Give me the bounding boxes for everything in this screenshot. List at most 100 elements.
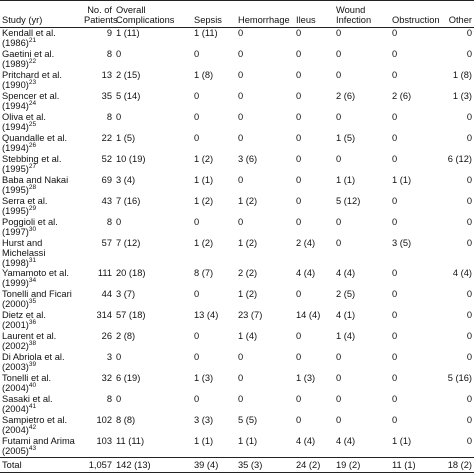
reference: 22: [28, 57, 37, 65]
table-cell: 1 (1): [392, 436, 412, 446]
table-cell: 0: [336, 373, 342, 383]
study-name: Quandalle et al. (1994): [2, 133, 68, 153]
table-cell: 0: [336, 394, 342, 404]
table-cell: 0: [296, 28, 302, 38]
table-cell: 0: [194, 217, 200, 227]
table-cell: 0: [194, 352, 200, 362]
table-cell: 0: [392, 310, 398, 320]
table-cell: 0: [296, 331, 302, 341]
total-label: Total: [2, 460, 22, 470]
table-cell: 0: [466, 289, 472, 299]
table-cell: 0: [116, 112, 122, 122]
column-header: Obstruction: [392, 15, 440, 25]
study-cell: Stebbing et al. (1995)27: [0, 154, 82, 175]
study-name: Stebbing et al. (1995): [2, 154, 62, 174]
reference: 36: [28, 318, 37, 326]
table-row: Poggioli et al. (1997)30 8 0 0 0 0 0 0 0: [0, 217, 474, 238]
table-cell: 0: [392, 289, 398, 299]
table-cell: 1 (1): [238, 436, 258, 446]
table-cell: 3 (5): [392, 238, 412, 248]
table-cell: 0: [238, 91, 244, 101]
table-row: Quandalle et al. (1994)26 22 1 (5) 0 0 0 1 (5)…: [0, 133, 474, 154]
reference: 39: [28, 360, 37, 368]
study-cell: Dietz et al. (2001)36: [0, 310, 82, 331]
table-cell: 1 (2): [194, 154, 214, 164]
column-header: Wound Infection: [336, 5, 372, 25]
table-row: Oliva et al. (1994)25 8 0 0 0 0 0 0 0: [0, 112, 474, 133]
reference: 34: [28, 276, 37, 284]
table-cell: 1 (1): [194, 436, 214, 446]
table-cell: 10 (19): [116, 154, 146, 164]
table-cell: 1 (1): [392, 175, 412, 185]
table-cell: 0: [392, 352, 398, 362]
total-cell: 35 (3): [238, 460, 263, 470]
study-name: Kendall et al. (1986): [2, 28, 56, 48]
study-cell: Oliva et al. (1994)25: [0, 112, 82, 133]
table-cell: 52: [101, 154, 112, 164]
table-cell: 0: [296, 175, 302, 185]
table-cell: 0: [466, 28, 472, 38]
table-cell: 0: [392, 196, 398, 206]
table-cell: 1 (3): [296, 373, 316, 383]
column-header: No. of Patients: [84, 5, 118, 25]
table-cell: 0: [296, 352, 302, 362]
table-cell: 0: [296, 154, 302, 164]
table-cell: 0: [392, 331, 398, 341]
reference: 42: [28, 423, 37, 431]
study-cell: Poggioli et al. (1997)30: [0, 217, 82, 238]
reference: 40: [28, 381, 37, 389]
table-cell: 2 (2): [238, 268, 258, 278]
table-cell: 13: [101, 70, 112, 80]
table-cell: 103: [96, 436, 112, 446]
table-cell: 0: [392, 70, 398, 80]
total-cell: 11 (1): [392, 460, 416, 470]
table-cell: 7 (16): [116, 196, 141, 206]
table-cell: 0: [238, 112, 244, 122]
table-cell: 1 (2): [194, 238, 214, 248]
table-cell: 4 (4): [452, 268, 472, 278]
table-cell: 0: [392, 217, 398, 227]
study-name: Spencer et al. (1994): [2, 91, 60, 111]
study-name: Hurst and Michelassi (1998): [2, 238, 46, 268]
reference: 24: [28, 99, 37, 107]
study-name: Laurent et al. (2002): [2, 331, 57, 351]
study-cell: Quandalle et al. (1994)26: [0, 133, 82, 154]
table-cell: 0: [336, 415, 342, 425]
table-cell: 57: [101, 238, 112, 248]
table-cell: 5 (12): [336, 196, 361, 206]
table-cell: 1 (11): [194, 28, 218, 38]
table-cell: 0: [194, 49, 200, 59]
study-name: Tonelli et al. (2004): [2, 373, 52, 393]
table-cell: 0: [238, 133, 244, 143]
table-cell: 0: [296, 112, 302, 122]
table-cell: 0: [238, 352, 244, 362]
header-row: Study (yr) No. of Patients Overall Complic…: [0, 0, 474, 28]
table-row: Kendall et al. (1986)21 9 1 (11) 1 (11) 0 0 0 0…: [0, 28, 474, 50]
table-cell: 0: [238, 70, 244, 80]
study-cell: Laurent et al. (2002)38: [0, 331, 82, 352]
table-cell: 13 (4): [194, 310, 219, 320]
table-body: Kendall et al. (1986)21 9 1 (11) 1 (11) 0 0 0 0…: [0, 28, 474, 458]
table-cell: 0: [116, 352, 122, 362]
table-cell: 0: [466, 196, 472, 206]
table-cell: 4 (1): [336, 310, 356, 320]
table-cell: 1 (4): [238, 331, 258, 341]
table-cell: 5 (16): [447, 373, 472, 383]
table-row: Laurent et al. (2002)38 26 2 (8) 0 1 (4) 0 1 (…: [0, 331, 474, 352]
table-cell: 0: [336, 217, 342, 227]
study-name: Sampietro et al. (2004): [2, 415, 68, 435]
table-cell: 0: [466, 49, 472, 59]
table-cell: 26: [101, 331, 112, 341]
study-name: Oliva et al. (1994): [2, 112, 46, 132]
reference: 28: [28, 183, 37, 191]
reference: 27: [28, 162, 37, 170]
study-cell: Sampietro et al. (2004)42: [0, 415, 82, 436]
table-cell: 0: [392, 415, 398, 425]
study-cell: Tonelli et al. (2004)40: [0, 373, 82, 394]
table-cell: 2 (5): [336, 289, 356, 299]
table-cell: 5 (5): [238, 415, 258, 425]
table-cell: 0: [336, 112, 342, 122]
table-cell: 8 (7): [194, 268, 214, 278]
